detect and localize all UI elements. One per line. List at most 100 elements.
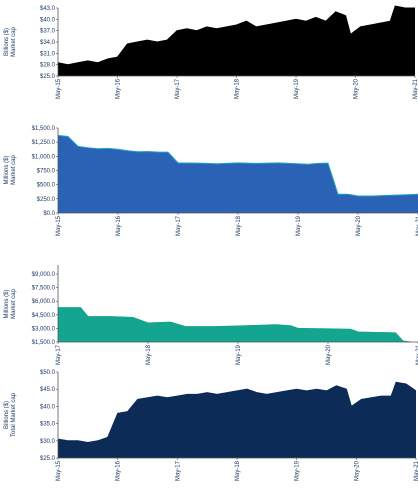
y-tick-label: $1,250.0	[32, 140, 56, 146]
y-tick: $37.0	[40, 29, 58, 35]
y-tick-label: $1,500.0	[32, 126, 56, 132]
y-axis-label: Billions ($)Market cap	[4, 27, 17, 57]
series-area-0	[58, 382, 416, 458]
x-tick: May-18	[235, 76, 241, 99]
x-tick: May-20	[356, 213, 362, 236]
series-line-0	[57, 5, 415, 66]
y-tick: $750.0	[37, 169, 58, 175]
x-tick-label: May-16	[116, 215, 122, 236]
series-area-0	[58, 307, 411, 342]
x-tick: May-21	[416, 213, 418, 236]
x-tick: May-18	[146, 342, 152, 365]
series-area-0	[58, 135, 418, 213]
y-tick-label: $9,000.0	[32, 272, 56, 278]
y-tick-label: $50.0	[40, 370, 56, 376]
y-tick-label: $45.0	[40, 387, 56, 393]
y-tick-label: $40.0	[40, 404, 56, 410]
x-tick-label: May-21	[416, 215, 418, 236]
y-tick-label: $35.0	[40, 422, 56, 428]
x-tick-label: May-16	[116, 78, 122, 99]
y-tick: $40.0	[40, 17, 58, 23]
y-tick-label: $750.0	[37, 169, 56, 175]
x-tick: May-15	[56, 458, 62, 481]
y-tick-label: $6,000.0	[32, 299, 56, 305]
x-tick: May-16	[116, 213, 122, 236]
x-tick-label: May-18	[235, 78, 241, 99]
y-tick: $31.0	[40, 51, 58, 57]
y-tick-label: $3,000.0	[32, 326, 56, 332]
x-tick-label: May-18	[235, 460, 241, 481]
y-tick-label: $1,000.0	[32, 154, 56, 160]
y-tick-label: $25.0	[40, 456, 56, 462]
x-tick-label: May-15	[56, 215, 62, 236]
x-tick: May-20	[354, 76, 360, 99]
x-tick: May-19	[294, 76, 300, 99]
y-tick-label: $25.0	[40, 74, 56, 80]
y-tick-label: $7,500.0	[32, 286, 56, 292]
y-tick-label: $34.0	[40, 40, 56, 46]
y-tick-label: $43.0	[40, 6, 56, 12]
x-tick: May-21	[416, 342, 418, 365]
y-tick: $3,000.0	[32, 326, 58, 332]
y-tick-label: $30.0	[40, 439, 56, 445]
y-tick-label: $250.0	[37, 197, 56, 203]
x-tick-label: May-20	[354, 460, 360, 481]
y-tick-label: $28.0	[40, 63, 56, 69]
y-tick-label: $37.0	[40, 29, 56, 35]
x-tick-label: May-19	[294, 78, 300, 99]
x-tick: May-17	[56, 342, 62, 365]
x-tick-label: May-21	[414, 460, 418, 481]
y-tick-label: $500.0	[37, 183, 56, 189]
y-tick: $6,000.0	[32, 299, 58, 305]
y-tick: $0.0	[43, 211, 58, 217]
x-tick-label: May-17	[56, 344, 62, 365]
x-tick: May-19	[236, 342, 242, 365]
y-tick: $1,250.0	[32, 140, 58, 146]
y-tick: $35.0	[40, 422, 58, 428]
market-cap-chart-3: $1,500.0 $3,000.0 $4,500.0 $6,000.0 $7,500.0…	[4, 265, 418, 365]
series-line-0	[57, 134, 418, 197]
y-tick: $43.0	[40, 6, 58, 12]
x-tick-label: May-19	[296, 215, 302, 236]
y-tick-label: $0.0	[43, 211, 55, 217]
y-tick: $25.0	[40, 456, 58, 462]
y-tick: $1,000.0	[32, 154, 58, 160]
x-tick: May-21	[414, 458, 418, 481]
y-tick: $9,000.0	[32, 272, 58, 278]
x-tick: May-15	[56, 76, 62, 99]
x-tick-label: May-15	[56, 460, 62, 481]
y-tick-label: $40.0	[40, 17, 56, 23]
x-tick-label: May-17	[176, 215, 182, 236]
x-tick: May-16	[116, 458, 122, 481]
y-axis-label: Billions ($)Total Market cap	[4, 392, 17, 437]
x-tick: May-17	[175, 458, 181, 481]
market-cap-chart-2: $0.0 $250.0 $500.0 $750.0 $1,000.0 $1,250.0 $1…	[4, 126, 418, 236]
y-tick: $500.0	[37, 183, 58, 189]
y-tick-label: $4,500.0	[32, 313, 56, 319]
x-tick-label: May-21	[416, 344, 418, 365]
y-tick: $1,500.0	[32, 340, 58, 346]
x-tick-label: May-18	[146, 344, 152, 365]
y-tick: $45.0	[40, 387, 58, 393]
series-line-0	[58, 307, 411, 343]
x-tick: May-20	[326, 342, 332, 365]
x-tick-label: May-16	[116, 460, 122, 481]
market-cap-chart-1: $25.0 $28.0 $31.0 $34.0 $37.0 $40.0 $43.0 May-1…	[4, 5, 418, 99]
y-tick: $28.0	[40, 63, 58, 69]
series-area-0	[58, 6, 415, 77]
x-tick: May-15	[56, 213, 62, 236]
y-tick: $50.0	[40, 370, 58, 376]
y-tick: $30.0	[40, 439, 58, 445]
x-tick-label: May-19	[236, 344, 242, 365]
x-tick-label: May-19	[295, 460, 301, 481]
x-tick: May-19	[296, 213, 302, 236]
x-tick-label: May-18	[236, 215, 242, 236]
x-tick: May-19	[295, 458, 301, 481]
x-tick-label: May-17	[175, 460, 181, 481]
total-market-cap-chart: $25.0 $30.0 $35.0 $40.0 $45.0 $50.0 May-15 May-…	[4, 370, 418, 481]
y-tick-label: $1,500.0	[32, 340, 56, 346]
x-tick-label: May-17	[175, 78, 181, 99]
series-line-0	[57, 381, 417, 444]
x-tick-label: May-20	[356, 215, 362, 236]
y-axis-label: Millions ($)Market cap	[4, 155, 17, 185]
